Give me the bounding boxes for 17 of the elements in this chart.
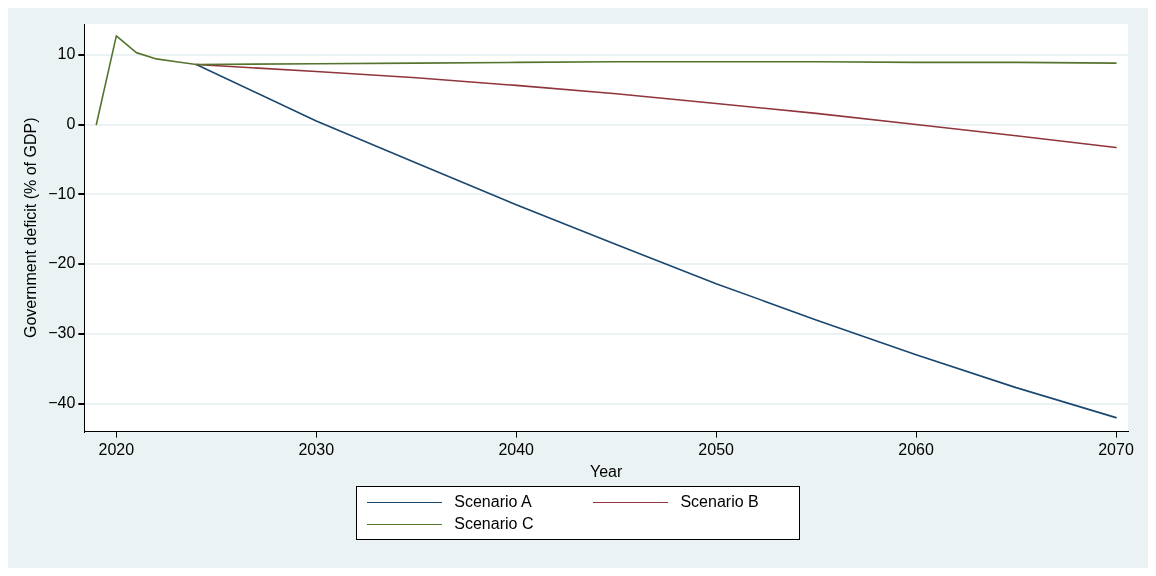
x-tick-label: 2070 [1098,440,1134,458]
x-tick-label: 2040 [498,440,535,458]
y-tick-label: −40 [48,394,76,412]
y-axis-title: Government deficit (% of GDP) [22,117,40,339]
legend-label: Scenario C [454,515,534,533]
y-tick-label: 10 [57,45,76,63]
y-tick-label: −20 [48,254,76,272]
x-tick-label: 2050 [698,440,735,458]
x-tick-label: 2060 [898,440,934,458]
legend-label: Scenario A [454,493,532,511]
y-tick-label: −10 [48,184,76,202]
y-tick-label: −30 [48,324,76,342]
x-tick-label: 2020 [98,440,135,458]
y-tick-label: 0 [66,114,76,132]
x-axis-title: Year [590,462,624,480]
legend-label: Scenario B [680,493,759,511]
x-tick-label: 2030 [298,440,335,458]
